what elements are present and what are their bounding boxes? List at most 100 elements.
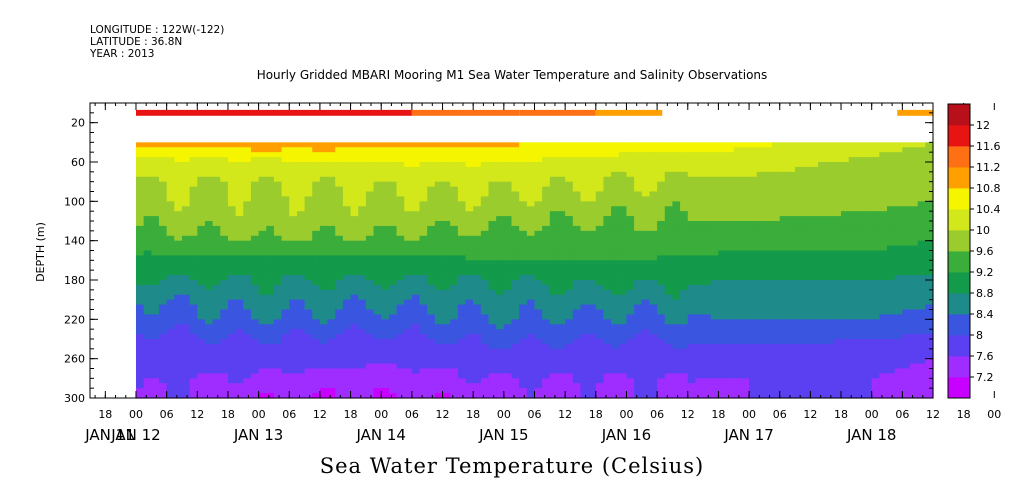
heatmap-cell <box>641 260 651 266</box>
heatmap-cell <box>565 191 574 198</box>
heatmap-cell <box>565 324 574 330</box>
heatmap-cell <box>174 211 183 217</box>
heatmap-cell <box>687 363 697 370</box>
heatmap-cell <box>296 294 306 301</box>
heatmap-cell <box>649 181 658 188</box>
heatmap-cell <box>549 162 559 168</box>
heatmap-cell <box>235 319 244 325</box>
heatmap-cell <box>511 206 520 212</box>
heatmap-cell <box>687 196 697 202</box>
heatmap-cell <box>151 240 160 247</box>
heatmap-cell <box>166 284 175 291</box>
heatmap-cell <box>565 363 574 370</box>
heatmap-cell <box>204 225 214 232</box>
heatmap-cell <box>266 378 275 384</box>
heatmap-cell <box>710 166 720 173</box>
heatmap-cell <box>718 319 727 325</box>
heatmap-cell <box>603 358 612 365</box>
heatmap-cell <box>526 166 536 173</box>
heatmap-cell <box>220 260 229 266</box>
heatmap-cell <box>864 294 873 301</box>
heatmap-cell <box>557 314 566 320</box>
heatmap-cell <box>519 309 528 316</box>
heatmap-cell <box>281 230 290 237</box>
heatmap-cell <box>158 181 168 188</box>
heatmap-cell <box>388 181 398 188</box>
heatmap-cell <box>503 211 513 217</box>
heatmap-cell <box>672 373 681 379</box>
heatmap-cell <box>818 250 827 257</box>
heatmap-cell <box>572 289 582 296</box>
heatmap-cell <box>419 216 428 222</box>
heatmap-cell <box>733 230 743 237</box>
heatmap-cell <box>657 319 666 325</box>
heatmap-cell <box>381 157 390 163</box>
heatmap-cell <box>534 294 543 301</box>
heatmap-cell <box>335 211 344 217</box>
heatmap-cell <box>434 162 444 168</box>
heatmap-cell <box>273 363 283 370</box>
heatmap-cell <box>227 363 237 370</box>
heatmap-cell <box>327 368 336 375</box>
heatmap-cell <box>764 329 773 335</box>
heatmap-cell <box>557 343 566 350</box>
heatmap-cell <box>404 142 413 148</box>
heatmap-cell <box>197 353 206 360</box>
heatmap-cell <box>411 221 421 227</box>
heatmap-cell <box>273 275 283 281</box>
heatmap-cell <box>166 368 175 375</box>
heatmap-cell <box>565 353 574 360</box>
heatmap-cell <box>718 309 727 316</box>
heatmap-cell <box>864 245 873 252</box>
heatmap-cell <box>181 383 191 389</box>
heatmap-cell <box>810 324 819 330</box>
heatmap-cell <box>672 388 681 394</box>
heatmap-cell <box>197 289 206 296</box>
heatmap-cell <box>442 284 451 291</box>
heatmap-cell <box>503 294 513 301</box>
heatmap-cell <box>595 216 605 222</box>
heatmap-cell <box>733 393 743 399</box>
heatmap-cell <box>388 270 398 276</box>
heatmap-cell <box>787 250 796 257</box>
heatmap-cell <box>396 388 405 394</box>
heatmap-cell <box>312 393 321 399</box>
heatmap-cell <box>680 388 689 394</box>
heatmap-cell <box>749 225 758 232</box>
heatmap-cell <box>848 216 857 222</box>
heatmap-cell <box>327 388 336 394</box>
heatmap-cell <box>741 339 750 345</box>
heatmap-cell <box>657 201 666 207</box>
heatmap-cell <box>687 162 697 168</box>
heatmap-cell <box>503 319 513 325</box>
surface-temp-segment <box>519 109 596 116</box>
heatmap-cell <box>664 270 674 276</box>
heatmap-cell <box>197 393 206 399</box>
heatmap-cell <box>749 324 758 330</box>
heatmap-cell <box>358 157 367 163</box>
heatmap-cell <box>212 280 221 286</box>
heatmap-cell <box>151 289 160 296</box>
heatmap-cell <box>848 270 857 276</box>
heatmap-cell <box>273 383 283 389</box>
heatmap-cell <box>442 270 451 276</box>
heatmap-cell <box>741 270 750 276</box>
heatmap-cell <box>680 147 689 153</box>
heatmap-cell <box>342 348 352 355</box>
heatmap-cell <box>856 329 865 335</box>
heatmap-cell <box>457 181 467 188</box>
heatmap-cell <box>657 309 666 316</box>
heatmap-cell <box>649 304 658 311</box>
heatmap-cell <box>273 270 283 276</box>
heatmap-cell <box>396 324 405 330</box>
heatmap-cell <box>841 196 850 202</box>
heatmap-cell <box>450 324 459 330</box>
heatmap-cell <box>289 265 298 271</box>
heatmap-cell <box>818 299 827 306</box>
heatmap-cell <box>841 216 850 222</box>
heatmap-cell <box>335 358 344 365</box>
heatmap-cell <box>197 348 206 355</box>
heatmap-cell <box>511 235 520 242</box>
heatmap-cell <box>442 383 451 389</box>
heatmap-cell <box>810 329 819 335</box>
